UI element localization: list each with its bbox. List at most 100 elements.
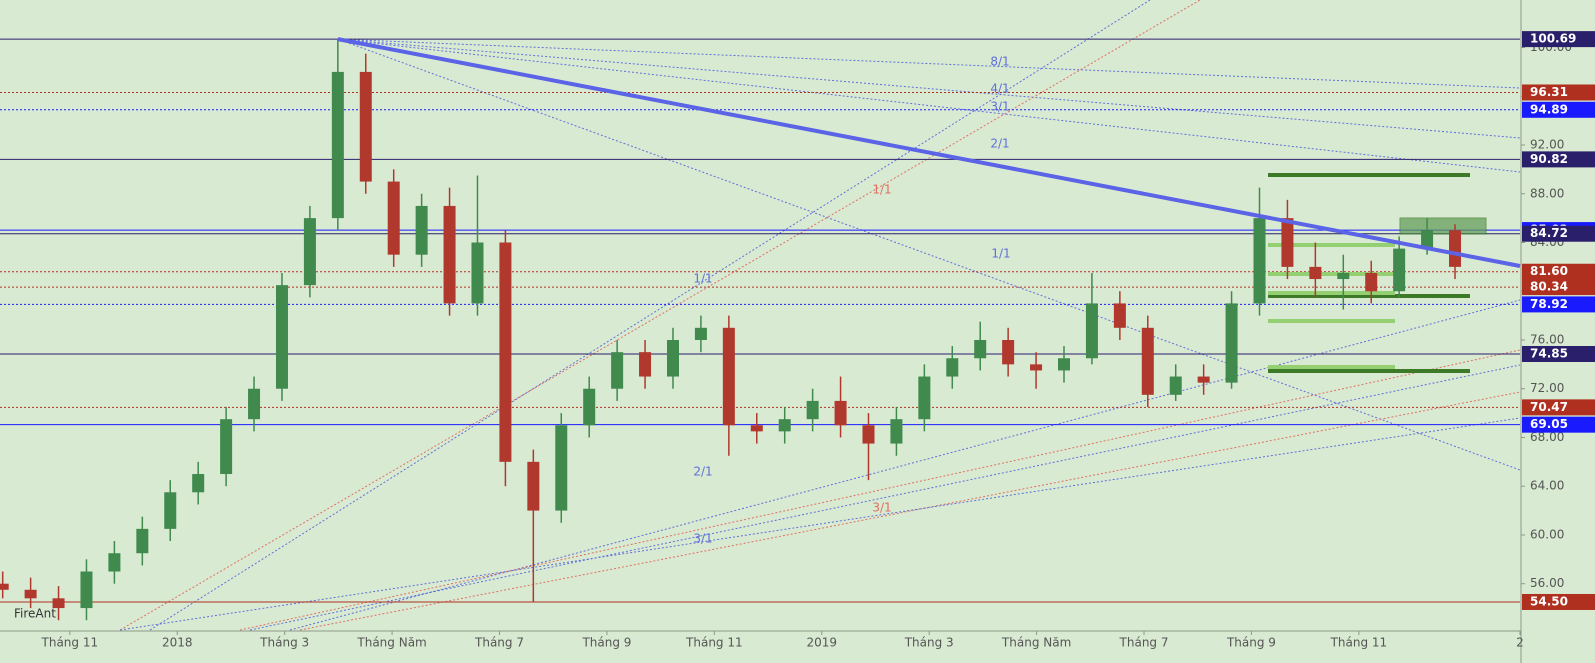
price-tag-label: 69.05: [1530, 417, 1568, 431]
candle-body: [1141, 327, 1154, 395]
price-tag-label: 84.72: [1530, 226, 1568, 240]
fan-line: [249, 364, 1521, 631]
candle-body: [1169, 376, 1182, 395]
x-tick-label: Tháng 9: [1226, 636, 1276, 650]
price-tag: [1522, 345, 1595, 362]
annotation: 2/1: [693, 465, 712, 479]
y-tick-label: 88.00: [1530, 186, 1564, 200]
x-tick-label: 2: [1516, 636, 1524, 650]
annotation: 4/1: [990, 82, 1009, 96]
price-tag: [1522, 593, 1595, 610]
fan-line: [337, 38, 1521, 471]
y-tick-label: 72.00: [1530, 381, 1564, 395]
price-tag: [1522, 225, 1595, 242]
x-tick-label: Tháng 11: [685, 636, 743, 650]
fan-line: [299, 391, 1521, 631]
x-tick-label: Tháng 3: [904, 636, 954, 650]
x-tick-label: Tháng 7: [474, 636, 524, 650]
candle-body: [1421, 230, 1434, 249]
candle-body: [555, 425, 568, 511]
price-tag-label: 96.31: [1530, 85, 1568, 99]
price-tag-label: 70.47: [1530, 400, 1568, 414]
candle-body: [890, 419, 903, 444]
candle-body: [0, 583, 9, 590]
candle-body: [834, 400, 847, 426]
candle-body: [666, 339, 679, 377]
price-tag: [1522, 279, 1595, 296]
fan-line: [289, 299, 1521, 631]
x-tick-label: Tháng 7: [1119, 636, 1169, 650]
price-tag-label: 90.82: [1530, 152, 1568, 166]
candle-body: [806, 400, 819, 420]
price-tag-label: 100.69: [1530, 32, 1576, 46]
candle-body: [1002, 339, 1015, 365]
candle-body: [1281, 218, 1294, 267]
x-tick-label: Tháng 11: [1330, 636, 1388, 650]
candle-body: [1337, 272, 1350, 280]
candle-body: [1058, 358, 1070, 371]
price-tag: [1522, 84, 1595, 101]
annotation: 8/1: [990, 55, 1009, 69]
candle-body: [1225, 303, 1238, 383]
price-tag-label: 81.60: [1530, 264, 1568, 278]
candle-body: [136, 528, 149, 554]
candle-body: [415, 205, 428, 255]
price-tag: [1522, 151, 1595, 168]
candle-body: [24, 589, 37, 599]
candle-body: [1085, 303, 1098, 359]
candle-body: [359, 71, 372, 182]
candle-body: [750, 425, 763, 432]
y-tick-label: 68.00: [1530, 430, 1564, 444]
candle-body: [918, 376, 931, 420]
annotation: 1/1: [693, 272, 712, 286]
annotation: 1/1: [872, 183, 891, 197]
price-tag-label: 74.85: [1530, 346, 1568, 360]
annotation: 1/1: [991, 247, 1010, 261]
fan-line: [337, 38, 1521, 89]
x-tick-label: Tháng Năm: [1001, 636, 1071, 650]
y-tick-label: 64.00: [1530, 479, 1564, 493]
candle-body: [499, 242, 512, 462]
x-tick-label: Tháng 11: [41, 636, 99, 650]
candle-body: [192, 474, 205, 493]
x-tick-label: Tháng Năm: [356, 636, 426, 650]
candle-body: [974, 339, 987, 359]
candle-body: [862, 425, 875, 444]
y-tick-label: 76.00: [1530, 332, 1564, 346]
candle-body: [220, 419, 233, 475]
candle-body: [303, 218, 316, 286]
candle-body: [1309, 266, 1322, 280]
candle-body: [639, 352, 652, 377]
x-tick-label: 2018: [162, 636, 193, 650]
candle-body: [1253, 218, 1266, 304]
fan-line: [119, 0, 1201, 631]
price-tag: [1522, 416, 1595, 433]
annotation: 3/1: [693, 532, 712, 546]
candle-body: [527, 461, 540, 511]
y-tick-label: 92.00: [1530, 138, 1564, 152]
candle-body: [611, 352, 624, 389]
fan-line: [149, 0, 1151, 631]
price-tag: [1522, 399, 1595, 416]
price-tag: [1522, 263, 1595, 280]
x-tick-label: Tháng 9: [581, 636, 631, 650]
candle-body: [1030, 364, 1043, 371]
plot: 8/1 4/1 3/1 2/1 1/1 1/1 1/1 2/1 3/1 3/1: [0, 0, 1521, 631]
watermark: FireAnt: [14, 607, 56, 621]
candle-body: [694, 327, 707, 340]
candle-body: [52, 598, 65, 609]
y-tick-label: 60.00: [1530, 527, 1564, 541]
candle-body: [1393, 248, 1406, 292]
candle-body: [471, 242, 484, 304]
candle-body: [248, 388, 261, 420]
price-tag: [1522, 101, 1595, 118]
annotation: 3/1: [990, 100, 1009, 114]
candle-body: [946, 358, 959, 377]
candle-body: [331, 71, 344, 219]
price-tag-label: 94.89: [1530, 102, 1568, 116]
candle-body: [1197, 376, 1210, 383]
candle-body: [778, 419, 791, 432]
y-tick-label: 56.00: [1530, 576, 1564, 590]
